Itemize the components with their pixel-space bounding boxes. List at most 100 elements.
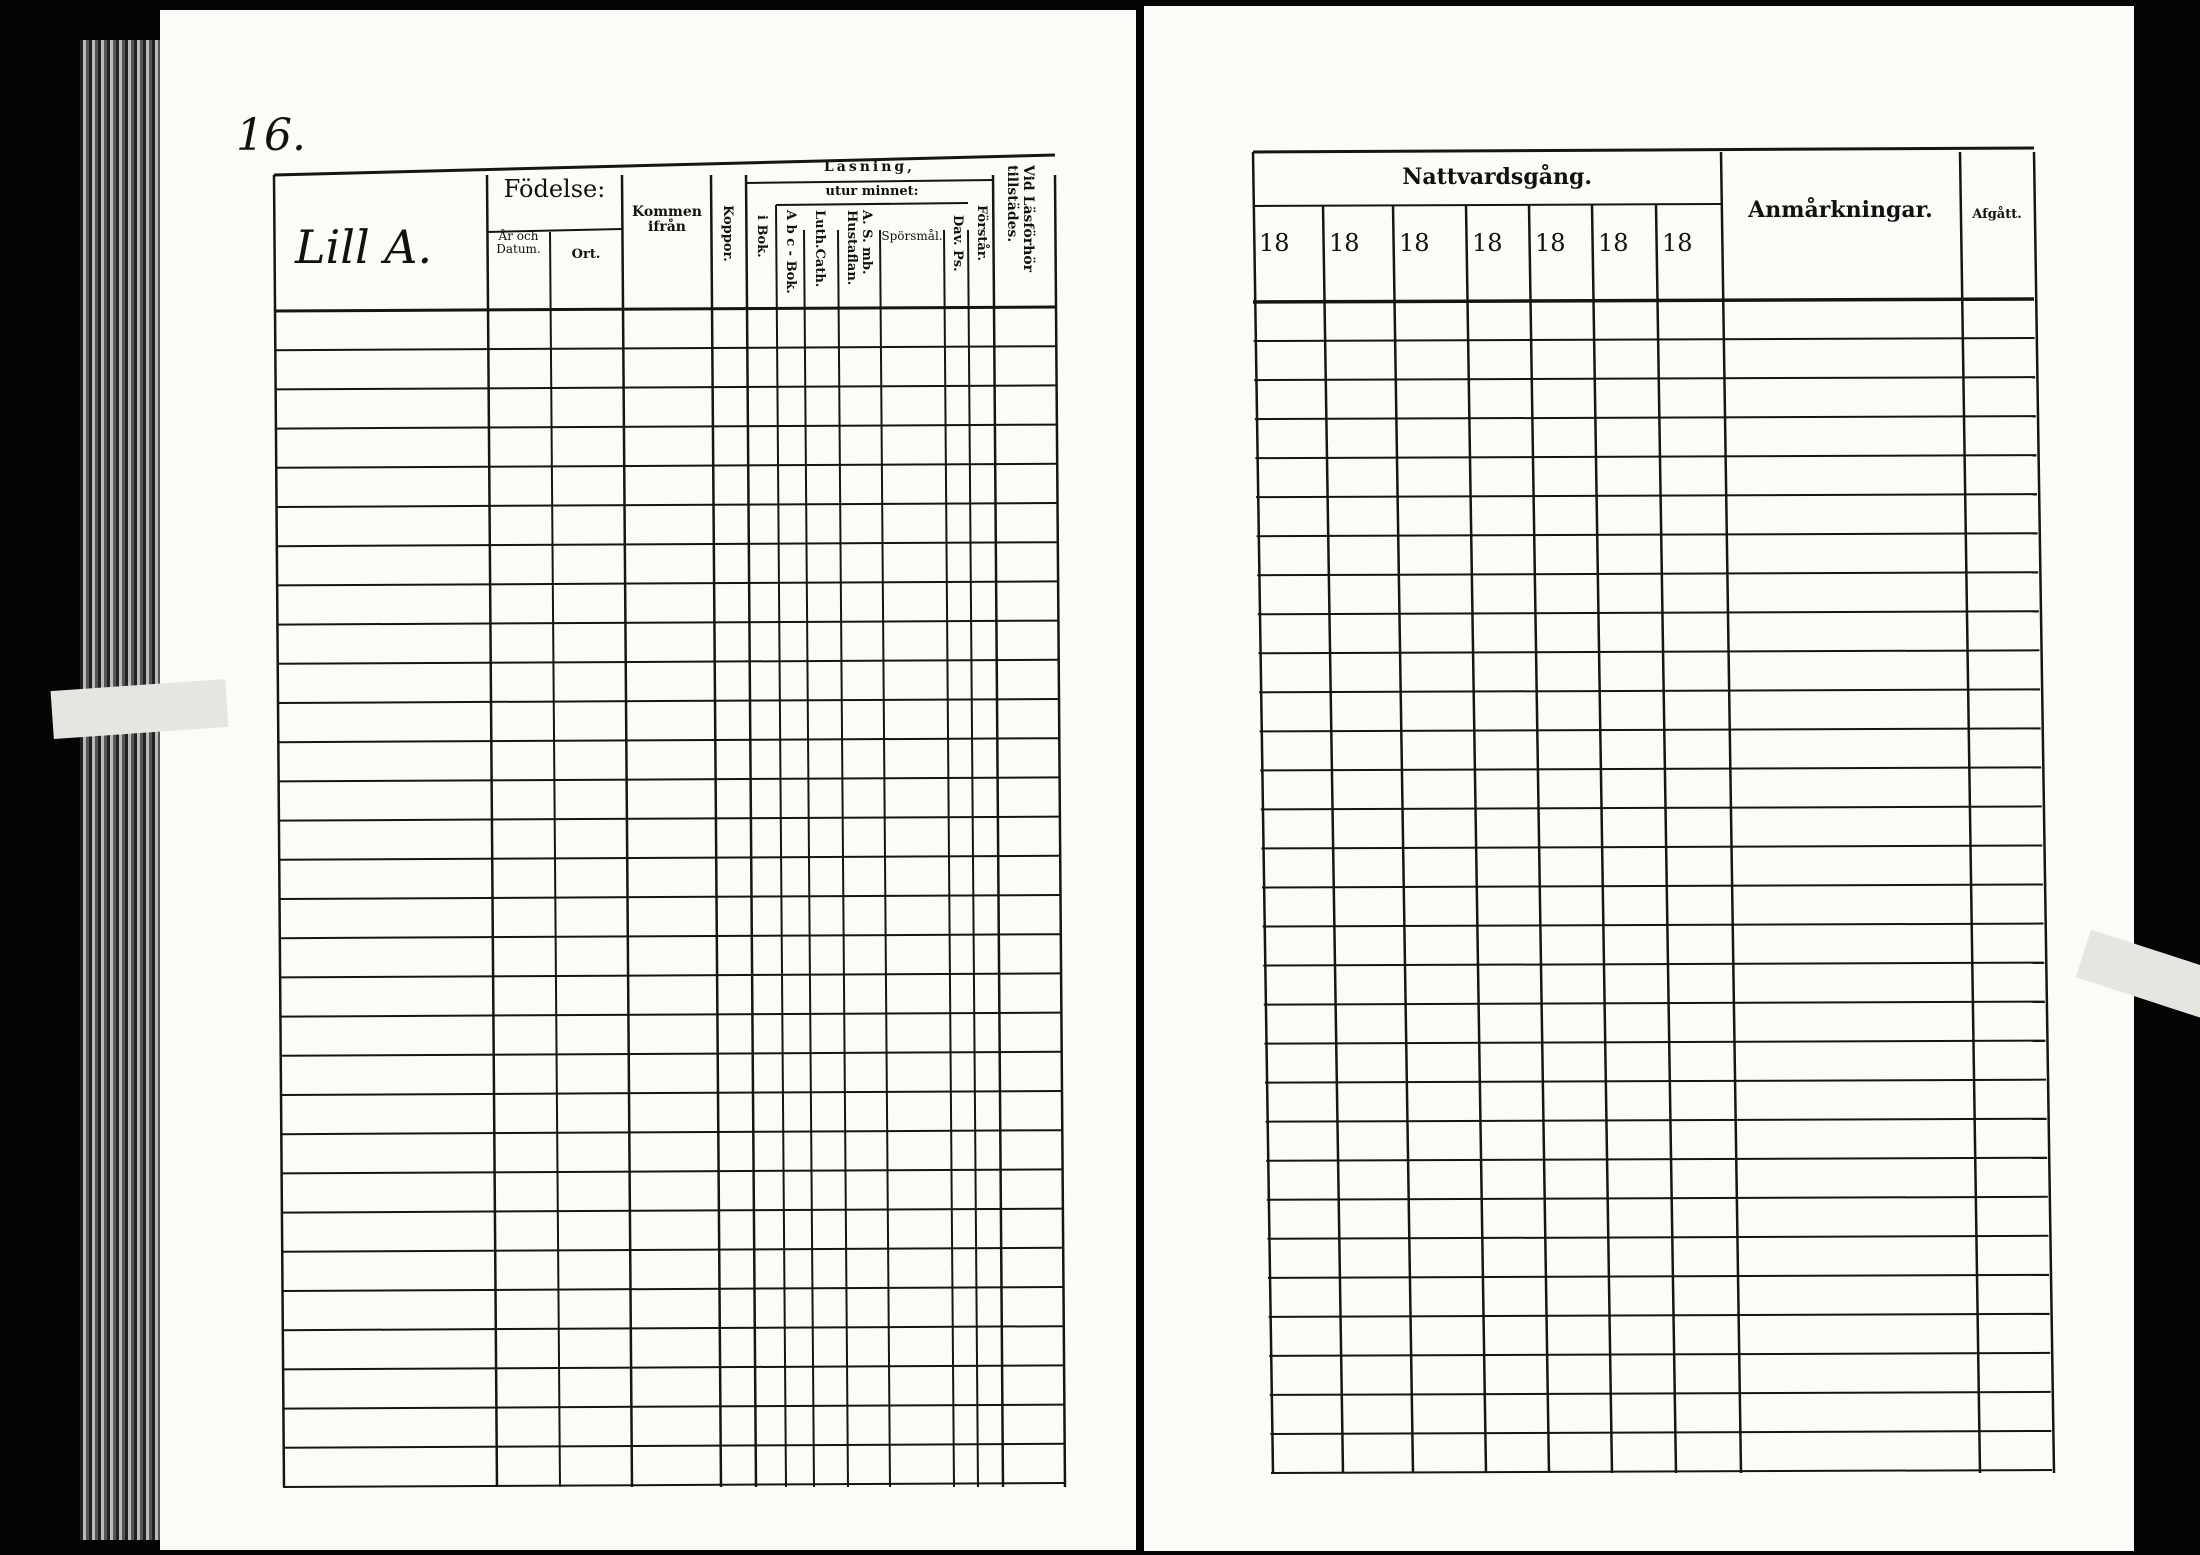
row-line bbox=[1268, 1312, 2050, 1318]
row-line bbox=[1266, 1195, 2048, 1201]
row-line bbox=[1269, 1351, 2051, 1357]
row-line bbox=[1257, 571, 2039, 577]
remarks-header: Anmårkningar. bbox=[1748, 197, 1933, 223]
row-line bbox=[1266, 1156, 2048, 1162]
row-line bbox=[277, 776, 1059, 783]
birth-subheader-line bbox=[486, 228, 623, 233]
column-line bbox=[943, 229, 955, 1488]
year-column-header: 18 bbox=[1598, 229, 1629, 257]
came-from-header: Kommen ifrån bbox=[632, 204, 702, 236]
name-column-header: Lill A. bbox=[295, 220, 433, 274]
row-line bbox=[1255, 454, 2037, 460]
row-line bbox=[279, 1050, 1061, 1057]
row-line bbox=[1263, 961, 2045, 967]
row-line bbox=[1265, 1117, 2047, 1123]
row-line bbox=[279, 1090, 1062, 1096]
row-line bbox=[275, 462, 1057, 469]
book-page-edges bbox=[80, 40, 164, 1540]
year-column-header: 18 bbox=[1472, 229, 1503, 257]
abc-book-header: A b c - Bok. bbox=[783, 210, 798, 294]
row-line bbox=[1255, 493, 2038, 499]
row-line bbox=[278, 933, 1060, 940]
row-line bbox=[1262, 922, 2044, 928]
row-line bbox=[282, 1442, 1064, 1449]
column-line bbox=[775, 204, 787, 1488]
row-line bbox=[279, 1011, 1061, 1018]
row-line bbox=[275, 541, 1057, 548]
row-line bbox=[276, 619, 1058, 626]
column-line bbox=[1719, 151, 1743, 1474]
birth-header: Födelse: bbox=[503, 175, 606, 203]
row-line bbox=[1252, 297, 2035, 304]
row-line bbox=[278, 854, 1060, 861]
row-line bbox=[1254, 415, 2036, 421]
row-line bbox=[1267, 1273, 2050, 1279]
column-line bbox=[1321, 204, 1345, 1474]
row-line bbox=[1264, 1078, 2047, 1084]
row-line bbox=[1258, 649, 2040, 655]
row-line bbox=[1270, 1469, 2053, 1474]
communion-subheader-line bbox=[1252, 203, 1722, 207]
column-line bbox=[1958, 151, 1982, 1474]
communion-header: Nattvardsgång. bbox=[1402, 164, 1592, 190]
smallpox-header: Koppor. bbox=[720, 205, 735, 262]
row-line bbox=[282, 1482, 1065, 1488]
column-line bbox=[1590, 204, 1614, 1474]
memory-subheader-line bbox=[775, 202, 969, 206]
column-line bbox=[879, 229, 891, 1488]
birth-year-date-header: År och Datum. bbox=[496, 229, 541, 257]
row-line bbox=[1264, 1039, 2046, 1045]
row-line bbox=[1263, 1000, 2045, 1006]
row-line bbox=[276, 580, 1058, 587]
questions-header: Spörsmål. bbox=[881, 229, 943, 243]
reading-header: Läsning, bbox=[823, 159, 916, 175]
row-line bbox=[1259, 727, 2041, 733]
year-column-header: 18 bbox=[1662, 229, 1693, 257]
column-line bbox=[709, 174, 723, 1488]
year-column-header: 18 bbox=[1259, 229, 1290, 257]
row-line bbox=[281, 1286, 1063, 1292]
year-column-header: 18 bbox=[1535, 229, 1566, 257]
row-line bbox=[276, 658, 1058, 665]
column-line bbox=[1053, 174, 1067, 1488]
column-line bbox=[620, 174, 634, 1488]
row-line bbox=[1261, 883, 2044, 889]
reading-subheader-line bbox=[745, 179, 994, 184]
dav-ps-header: Dav. Ps. bbox=[950, 215, 965, 272]
attended-catechetical-header: Vid Läsförhör tillstädes. bbox=[1004, 165, 1036, 273]
row-line bbox=[1253, 337, 2035, 343]
row-line bbox=[275, 502, 1057, 508]
column-line bbox=[744, 174, 758, 1488]
table-top-border bbox=[273, 153, 1056, 177]
year-column-header: 18 bbox=[1399, 229, 1430, 257]
column-line bbox=[272, 174, 286, 1488]
column-line bbox=[1251, 151, 1275, 1474]
row-line bbox=[274, 384, 1056, 391]
column-line bbox=[803, 229, 815, 1488]
row-line bbox=[1254, 376, 2036, 382]
row-line bbox=[280, 1207, 1062, 1214]
birth-place-header: Ort. bbox=[571, 247, 601, 262]
row-line bbox=[274, 423, 1056, 430]
column-line bbox=[549, 231, 561, 1488]
page-number: 16. bbox=[236, 110, 306, 161]
row-line bbox=[277, 737, 1059, 744]
column-line bbox=[991, 174, 1005, 1488]
row-line bbox=[278, 894, 1060, 900]
column-line bbox=[837, 229, 849, 1488]
column-line bbox=[967, 229, 979, 1488]
column-line bbox=[1654, 204, 1678, 1474]
row-line bbox=[276, 698, 1059, 704]
row-line bbox=[1261, 844, 2043, 850]
row-line bbox=[274, 345, 1056, 352]
row-line bbox=[1260, 805, 2042, 811]
row-line bbox=[279, 972, 1061, 979]
row-line bbox=[1256, 532, 2038, 538]
column-line bbox=[485, 174, 499, 1488]
departed-header: Afgått. bbox=[1972, 207, 2022, 222]
understanding-header: Förstår. bbox=[974, 205, 989, 261]
in-book-header: i Bok. bbox=[754, 215, 769, 258]
row-line bbox=[1257, 610, 2039, 616]
row-line bbox=[1260, 766, 2042, 772]
